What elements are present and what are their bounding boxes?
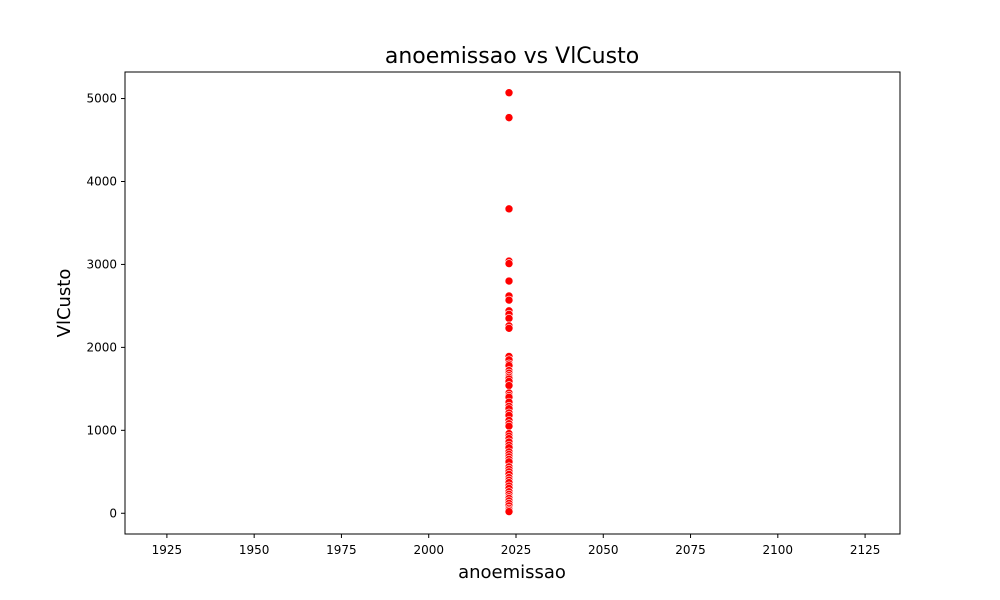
x-tick-label: 1950 [239,543,270,557]
y-tick-label: 3000 [86,257,117,271]
x-axis: 1925 1950 1975 2000 2025 2050 2075 2100 2125 [152,534,881,557]
data-point [504,204,514,214]
x-axis-label: anoemissao [458,562,566,583]
data-point [504,113,514,122]
y-tick-label: 0 [109,506,117,520]
data-point [504,295,514,305]
scatter-points [504,88,514,516]
data-point [504,259,514,268]
data-point [504,88,514,98]
x-tick-label: 2000 [413,543,444,557]
y-tick-label: 2000 [86,340,117,354]
plot-area [124,71,901,535]
y-tick-label: 5000 [86,92,117,106]
x-tick-label: 1975 [326,543,357,557]
data-point [504,421,514,431]
data-point [504,323,514,333]
x-tick-label: 2125 [850,543,881,557]
chart-title: anoemissao vs VlCusto [385,44,639,69]
y-tick-label: 1000 [86,423,117,437]
x-tick-label: 1925 [152,543,183,557]
x-tick-label: 2100 [763,543,794,557]
x-tick-label: 2075 [675,543,706,557]
y-axis-label: VlCusto [54,269,75,338]
x-tick-label: 2025 [501,543,532,557]
data-point [504,276,514,286]
data-point [504,381,514,390]
x-tick-label: 2050 [588,543,619,557]
y-tick-label: 4000 [86,174,117,188]
y-axis: 0 1000 2000 3000 4000 5000 [86,92,125,520]
data-point [504,507,514,516]
data-point [504,314,514,323]
